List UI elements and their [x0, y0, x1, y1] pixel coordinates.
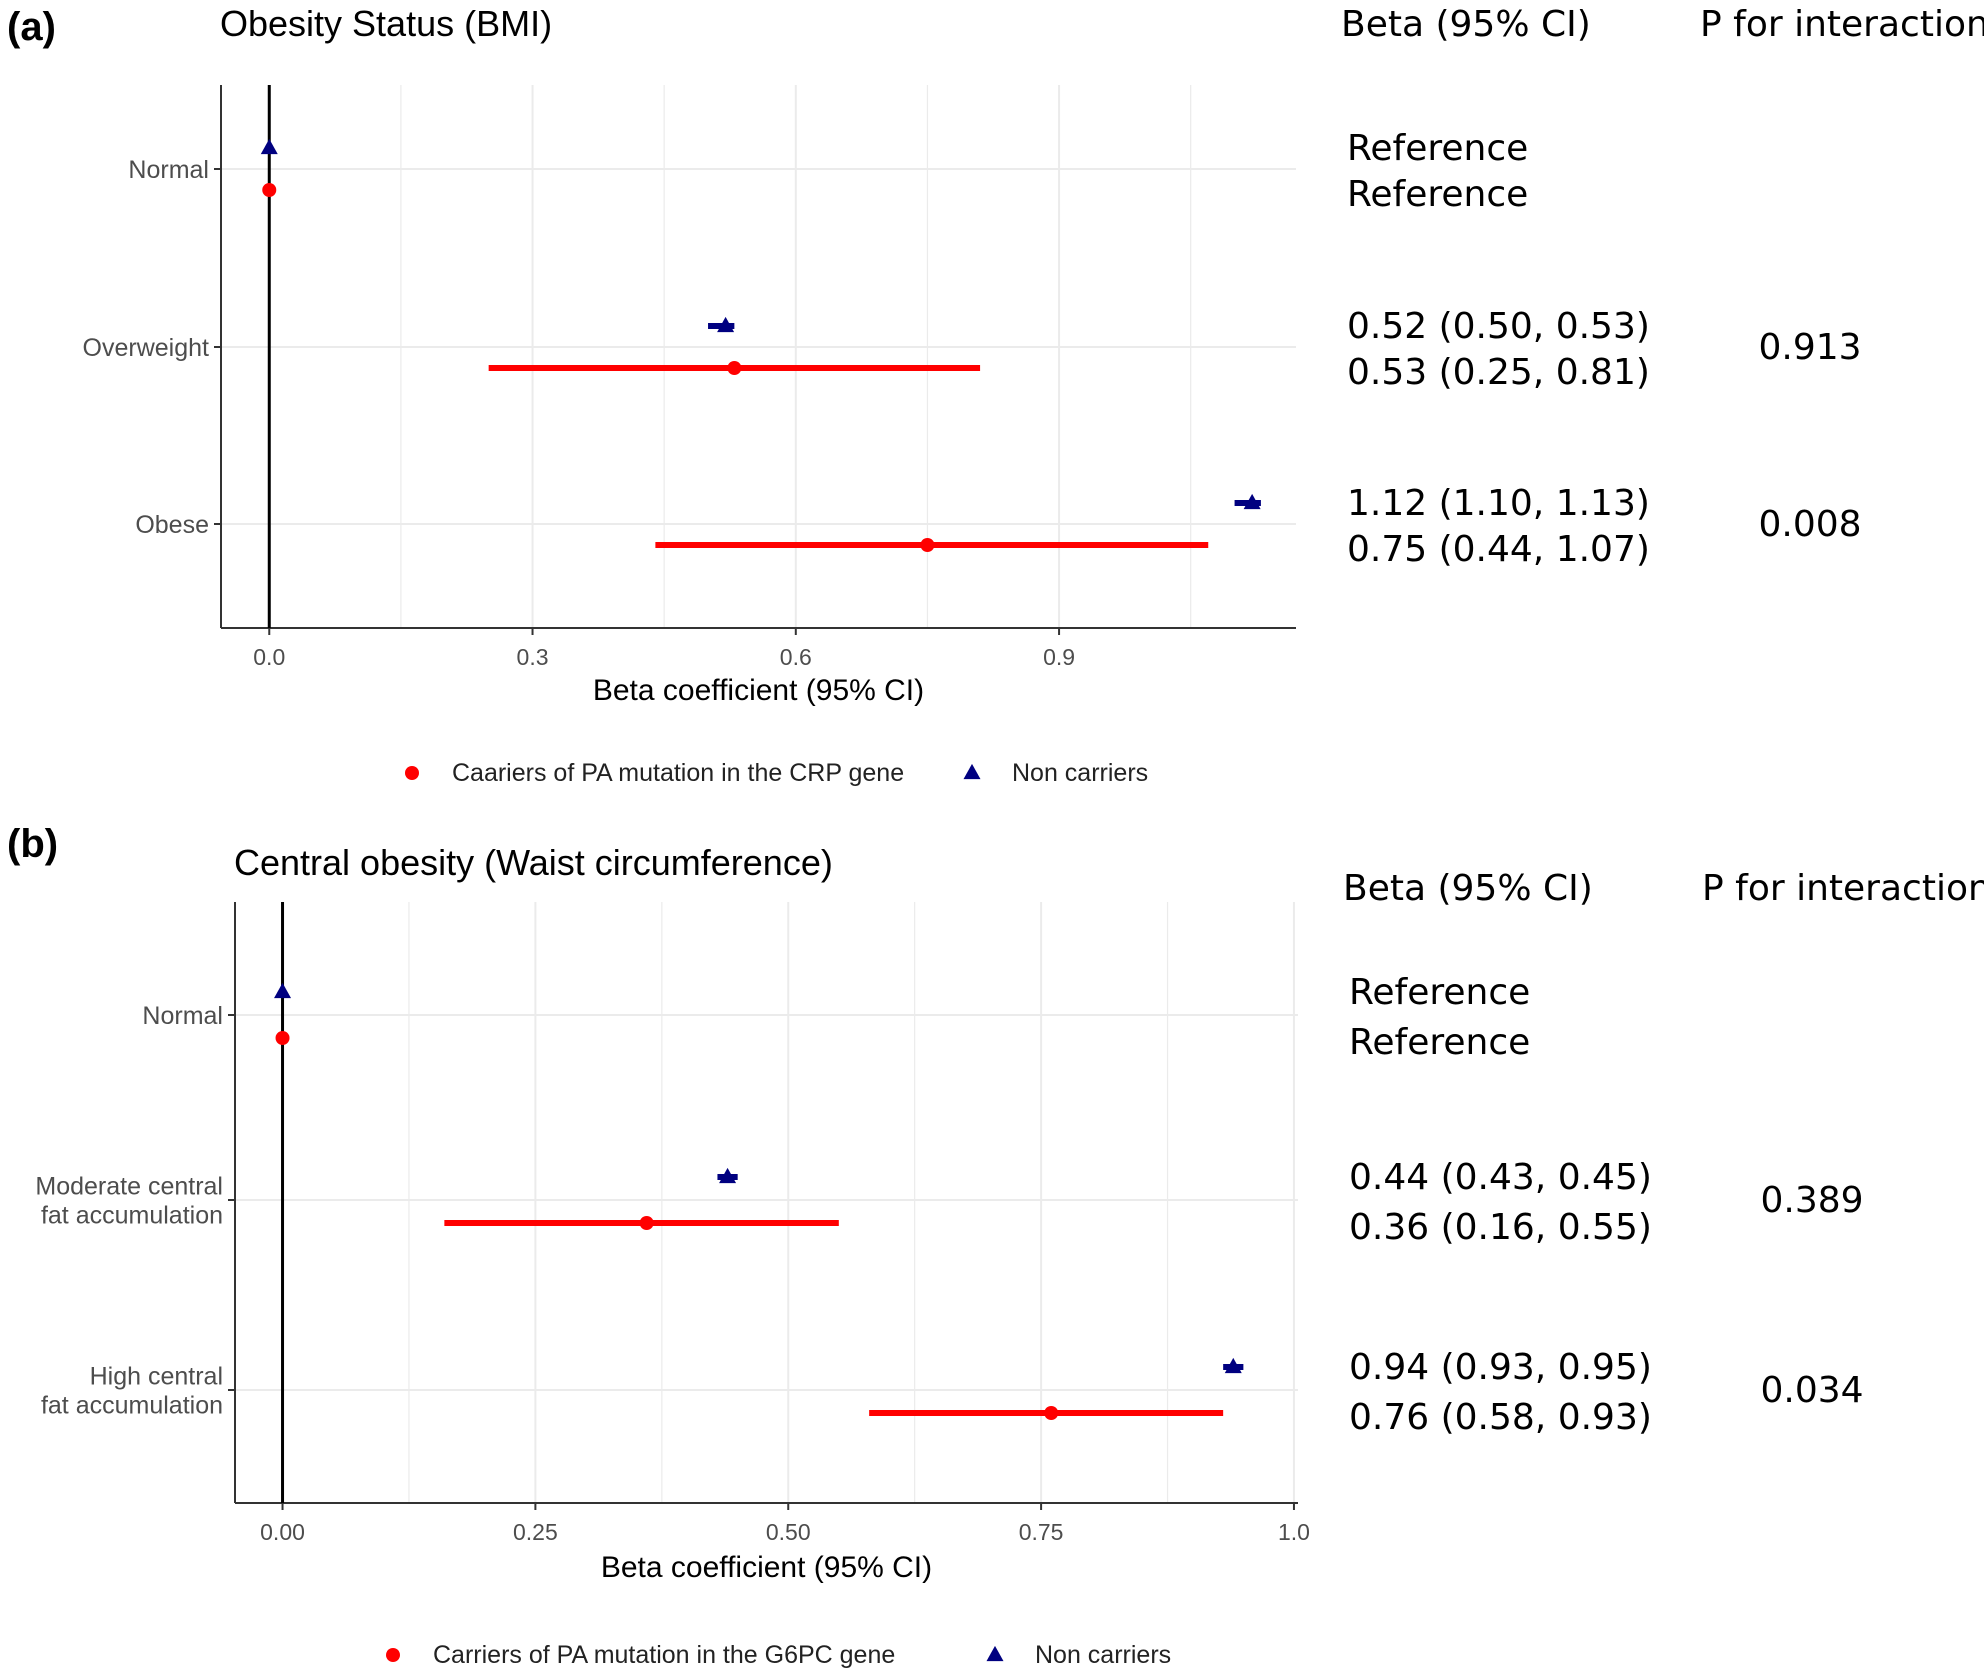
x-axis-title: Beta coefficient (95% CI) [601, 1551, 932, 1584]
non-carriers-beta-text: 0.44 (0.43, 0.45) [1349, 1157, 1652, 1198]
carriers-beta-text: 0.36 (0.16, 0.55) [1349, 1207, 1652, 1248]
x-tick-label: 0.00 [260, 1519, 305, 1545]
p-interaction-value: 0.034 [1760, 1370, 1863, 1411]
panel-label: (b) [7, 822, 58, 866]
legend-non-carriers-label: Non carriers [1012, 759, 1148, 787]
x-axis-title: Beta coefficient (95% CI) [593, 674, 924, 707]
carriers-beta-text: 0.76 (0.58, 0.93) [1349, 1397, 1652, 1438]
category-label: fat accumulation [41, 1202, 223, 1230]
category-label: Moderate central [35, 1173, 223, 1201]
p-interaction-column-header: P for interaction [1702, 868, 1984, 909]
data-marks [274, 982, 1244, 1420]
non-carriers-point [274, 982, 292, 999]
panel-label: (a) [7, 5, 56, 49]
legend-non-carriers-marker [986, 1645, 1004, 1662]
p-interaction-value: 0.389 [1760, 1180, 1863, 1221]
x-tick-label: 0.3 [517, 644, 549, 670]
carriers-point [727, 361, 742, 375]
category-label: High central [90, 1363, 223, 1391]
non-carriers-point [1243, 493, 1261, 510]
legend-carriers-marker [405, 766, 419, 780]
carriers-beta-text: Reference [1349, 1022, 1530, 1063]
beta-column-header: Beta (95% CI) [1341, 4, 1591, 45]
p-interaction-value: 0.913 [1758, 327, 1861, 368]
legend: Carriers of PA mutation in the G6PC gene… [386, 1641, 1171, 1669]
p-interaction-value: 0.008 [1758, 504, 1861, 545]
non-carriers-beta-text: 0.52 (0.50, 0.53) [1347, 306, 1650, 347]
legend-carriers-marker [386, 1648, 400, 1662]
panel-b: (b) Central obesity (Waist circumference)… [7, 822, 1984, 1669]
non-carriers-point [1224, 1357, 1242, 1374]
gridlines [235, 902, 1298, 1503]
x-tick-label: 0.9 [1043, 644, 1075, 670]
p-interaction-column-header: P for interaction [1700, 4, 1984, 45]
carriers-beta-text: Reference [1347, 174, 1528, 215]
carriers-point [275, 1031, 290, 1045]
non-carriers-beta-text: 1.12 (1.10, 1.13) [1347, 483, 1650, 524]
non-carriers-point [719, 1167, 737, 1184]
legend-carriers-label: Carriers of PA mutation in the G6PC gene [433, 1641, 895, 1669]
category-label: Normal [142, 1002, 223, 1030]
carriers-beta-text: 0.53 (0.25, 0.81) [1347, 352, 1650, 393]
data-marks [260, 138, 1261, 552]
carriers-point [920, 538, 935, 552]
category-label: Obese [135, 511, 209, 539]
beta-column-header: Beta (95% CI) [1343, 868, 1593, 909]
x-tick-label: 0.50 [766, 1519, 811, 1545]
legend: Caariers of PA mutation in the CRP gene N… [405, 759, 1148, 787]
x-tick-label: 0.6 [780, 644, 812, 670]
non-carriers-beta-text: Reference [1347, 128, 1528, 169]
chart-title: Central obesity (Waist circumference) [234, 842, 833, 883]
non-carriers-beta-text: 0.94 (0.93, 0.95) [1349, 1347, 1652, 1388]
category-label: fat accumulation [41, 1392, 223, 1420]
x-tick-label: 0.0 [253, 644, 285, 670]
gridlines [221, 85, 1296, 628]
carriers-point [262, 183, 277, 197]
panel-a: (a) Obesity Status (BMI) Beta (95% CI) P fo… [7, 3, 1984, 787]
x-tick-label: 0.75 [1019, 1519, 1064, 1545]
x-tick-label: 0.25 [513, 1519, 558, 1545]
chart-title: Obesity Status (BMI) [220, 3, 552, 44]
legend-carriers-label: Caariers of PA mutation in the CRP gene [452, 759, 904, 787]
non-carriers-point [717, 316, 735, 333]
carriers-point [1044, 1406, 1059, 1420]
category-label: Overweight [83, 334, 209, 362]
x-tick-label: 1.0 [1278, 1519, 1310, 1545]
legend-non-carriers-label: Non carriers [1035, 1641, 1171, 1669]
non-carriers-point [260, 138, 278, 155]
category-label: Normal [128, 156, 209, 184]
carriers-point [639, 1216, 654, 1230]
carriers-beta-text: 0.75 (0.44, 1.07) [1347, 529, 1650, 570]
legend-non-carriers-marker [963, 763, 981, 780]
non-carriers-beta-text: Reference [1349, 972, 1530, 1013]
